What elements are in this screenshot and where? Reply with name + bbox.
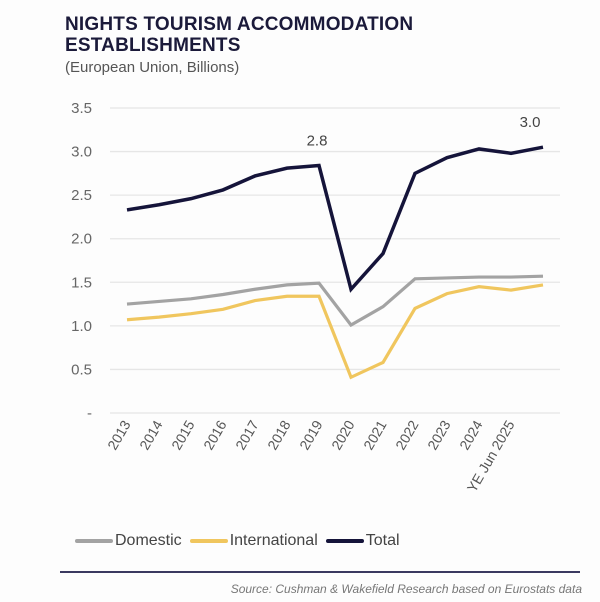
y-tick-label: 3.0 [71, 144, 92, 161]
x-tick-label: 2018 [264, 417, 294, 452]
legend-swatch-total [325, 539, 364, 543]
source-note: Source: Cushman & Wakefield Research bas… [230, 582, 582, 596]
y-tick-label: 3.5 [71, 100, 92, 117]
y-tick-label: 0.5 [71, 361, 92, 378]
legend-label-domestic: Domestic [115, 532, 182, 549]
legend-label-total: Total [365, 532, 400, 549]
legend-swatch-domestic [75, 539, 113, 543]
x-tick-label: 2022 [392, 417, 422, 452]
legend-swatch-international [189, 539, 228, 543]
x-tick-label: 2015 [168, 417, 198, 452]
legend-item-total: Total [325, 532, 400, 550]
x-tick-label: 2021 [360, 417, 390, 452]
x-tick-label: 2023 [424, 417, 454, 452]
series-line-international [126, 283, 544, 380]
y-tick-label: 2.0 [71, 231, 92, 248]
y-tick-label: 1.5 [71, 274, 92, 291]
x-tick-label: 2019 [296, 417, 326, 452]
divider [60, 571, 580, 573]
chart-subtitle: (European Union, Billions) [65, 59, 240, 76]
legend-item-domestic: Domestic [75, 532, 182, 550]
legend: Domestic International Total [75, 532, 408, 550]
x-tick-label: 2016 [200, 417, 230, 452]
series-line-total [126, 145, 544, 293]
legend-item-international: International [189, 532, 318, 550]
x-tick-label: 2017 [232, 417, 262, 452]
legend-label-international: International [229, 532, 318, 549]
chart-title: NIGHTS TOURISM ACCOMMODATION ESTABLISHME… [65, 14, 414, 56]
y-tick-label: - [87, 405, 92, 422]
data-label: 2.8 [307, 133, 328, 150]
y-tick-label: 2.5 [71, 187, 92, 204]
x-tick-label: 2014 [136, 417, 166, 452]
x-tick-label: 2020 [328, 417, 358, 452]
series-line-domestic [126, 274, 544, 328]
data-label: 3.0 [520, 114, 541, 131]
y-tick-label: 1.0 [71, 318, 92, 335]
x-tick-label: 2013 [104, 417, 134, 452]
x-tick-label: 2024 [456, 417, 486, 452]
